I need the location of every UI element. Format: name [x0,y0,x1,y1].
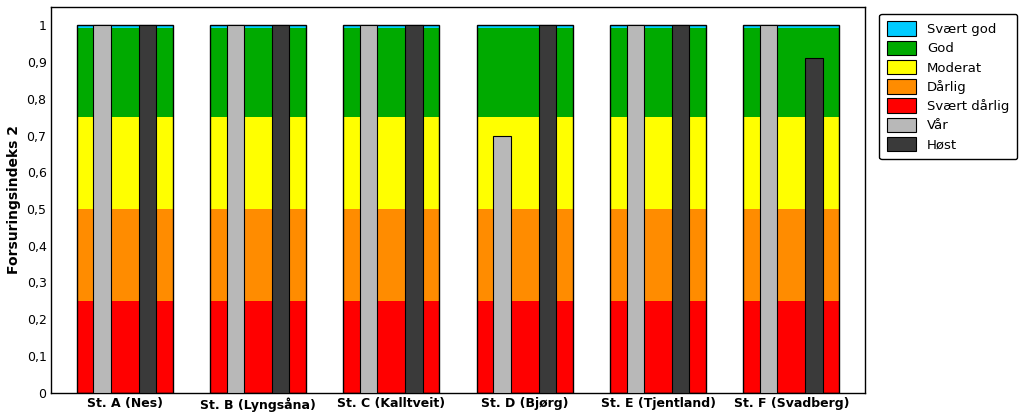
Bar [210,209,306,301]
Bar [93,25,111,393]
Bar [210,25,306,28]
Bar [743,25,840,28]
Bar [610,301,707,393]
Bar [477,301,572,393]
Bar [343,209,439,301]
Bar [610,25,707,28]
Bar [743,117,840,209]
Legend: Svært god, God, Moderat, Dårlig, Svært dårlig, Vår, Høst: Svært god, God, Moderat, Dårlig, Svært d… [880,13,1017,159]
Y-axis label: Forsuringsindeks 2: Forsuringsindeks 2 [7,125,20,274]
Bar [77,301,173,393]
Bar [343,25,439,28]
Bar [343,28,439,117]
Bar [743,25,840,393]
Bar [360,25,378,393]
Bar [226,25,244,393]
Bar [343,301,439,393]
Bar [77,28,173,117]
Bar [77,25,173,28]
Bar [743,28,840,117]
Bar [627,25,644,393]
Bar [477,117,572,209]
Bar [743,301,840,393]
Bar [477,209,572,301]
Bar [210,117,306,209]
Bar [494,135,511,393]
Bar [477,28,572,117]
Bar [210,28,306,117]
Bar [610,117,707,209]
Bar [138,25,156,393]
Bar [77,25,173,393]
Bar [610,209,707,301]
Bar [406,25,423,393]
Bar [210,25,306,393]
Bar [610,28,707,117]
Bar [272,25,290,393]
Bar [672,25,689,393]
Bar [743,209,840,301]
Bar [77,117,173,209]
Bar [806,58,822,393]
Bar [477,25,572,28]
Bar [477,25,572,393]
Bar [343,25,439,393]
Bar [77,209,173,301]
Bar [610,25,707,393]
Bar [539,25,556,393]
Bar [343,117,439,209]
Bar [760,25,777,393]
Bar [210,301,306,393]
